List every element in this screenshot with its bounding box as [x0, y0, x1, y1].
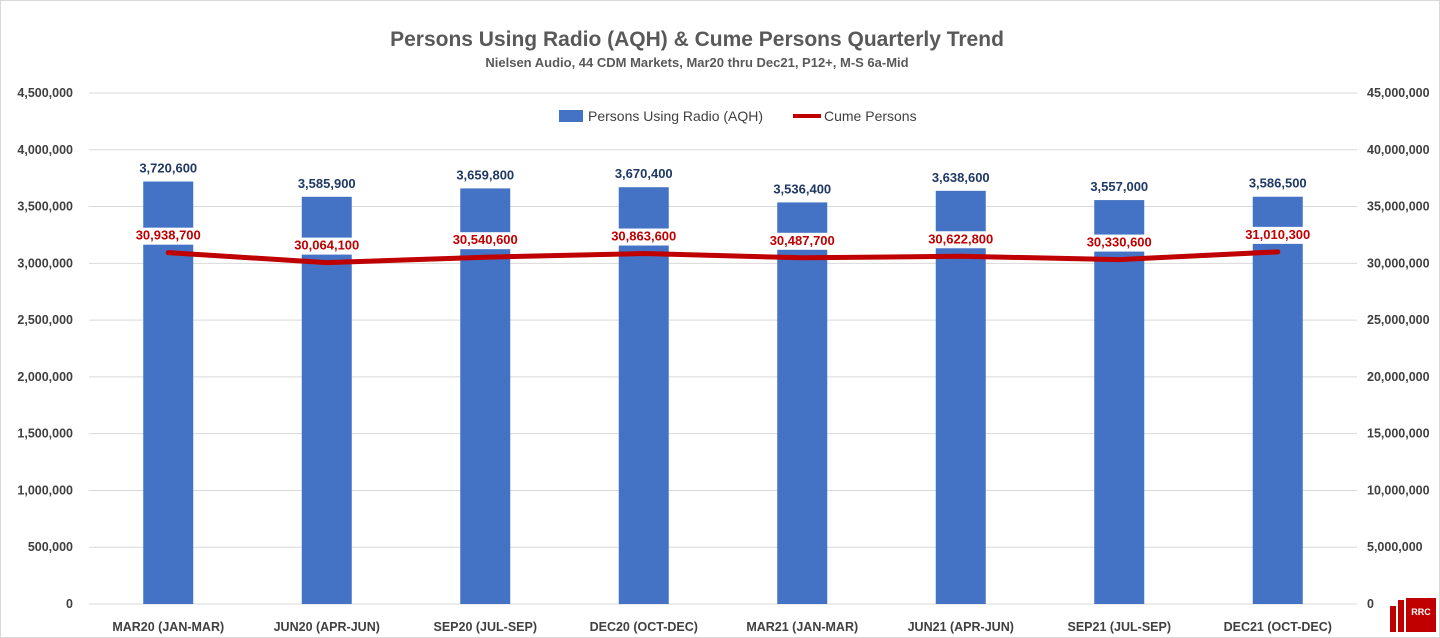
cume-label-background — [602, 228, 685, 246]
legend-label-aqh: Persons Using Radio (AQH) — [588, 108, 763, 124]
aqh-data-label: 3,670,400 — [615, 166, 673, 181]
y-right-tick-label: 20,000,000 — [1367, 370, 1430, 384]
aqh-data-label: 3,557,000 — [1090, 179, 1148, 194]
cume-data-label: 30,938,700 — [136, 228, 201, 243]
line-series — [165, 249, 1281, 266]
y-left-tick-label: 4,000,000 — [17, 143, 73, 157]
y-right-tick-label: 10,000,000 — [1367, 483, 1430, 497]
y-right-tick-label: 45,000,000 — [1367, 86, 1430, 100]
cume-label-background — [127, 227, 210, 245]
cume-label-background — [1236, 226, 1319, 244]
logo-text: RRC — [1411, 607, 1431, 617]
aqh-bar — [460, 188, 511, 605]
cume-label-background — [761, 232, 844, 250]
x-category-label: MAR21 (JAN-MAR) — [746, 620, 858, 634]
x-category-label: SEP20 (JUL-SEP) — [433, 620, 537, 634]
cume-data-label: 30,064,100 — [294, 238, 359, 253]
y-right-tick-label: 35,000,000 — [1367, 200, 1430, 214]
y-right-tick-label: 30,000,000 — [1367, 256, 1430, 270]
cume-data-label: 30,540,600 — [453, 232, 518, 247]
cume-label-background — [1078, 234, 1161, 252]
cume-data-label: 30,863,600 — [611, 229, 676, 244]
x-category-label: DEC21 (OCT-DEC) — [1224, 620, 1332, 634]
x-category-label: JUN20 (APR-JUN) — [274, 620, 380, 634]
aqh-bar — [1094, 200, 1145, 604]
logo-bar-1 — [1390, 606, 1396, 632]
aqh-data-label: 3,638,600 — [932, 170, 990, 185]
aqh-bar — [1252, 196, 1303, 604]
y-left-tick-label: 3,500,000 — [17, 200, 73, 214]
chart-subtitle: Nielsen Audio, 44 CDM Markets, Mar20 thr… — [485, 55, 908, 70]
y-left-tick-label: 3,000,000 — [17, 256, 73, 270]
x-category-label: SEP21 (JUL-SEP) — [1067, 620, 1171, 634]
cume-data-label: 30,487,700 — [770, 233, 835, 248]
cume-label-background — [285, 237, 368, 255]
x-category-label: MAR20 (JAN-MAR) — [112, 620, 224, 634]
data-labels: 3,720,600 3,585,900 3,659,800 3,670,400 3,53… — [127, 161, 1319, 255]
aqh-data-label: 3,585,900 — [298, 176, 356, 191]
cume-data-label: 30,330,600 — [1087, 235, 1152, 250]
rrc-logo: RRC — [1390, 598, 1436, 632]
chart-title: Persons Using Radio (AQH) & Cume Persons… — [390, 28, 1004, 51]
y-right-tick-label: 25,000,000 — [1367, 313, 1430, 327]
legend-swatch-aqh — [559, 110, 583, 122]
y-left-tick-label: 0 — [66, 597, 73, 611]
cume-line — [165, 249, 1281, 266]
cume-data-label: 30,622,800 — [928, 231, 993, 246]
y-left-tick-label: 1,000,000 — [17, 483, 73, 497]
aqh-data-label: 3,659,800 — [456, 167, 514, 182]
aqh-data-label: 3,720,600 — [139, 161, 197, 176]
logo-bar-2 — [1398, 600, 1404, 632]
aqh-bar — [777, 202, 828, 605]
cume-data-label: 31,010,300 — [1245, 227, 1310, 242]
y-left-tick-label: 1,500,000 — [17, 427, 73, 441]
x-category-label: JUN21 (APR-JUN) — [908, 620, 1014, 634]
aqh-bar — [301, 196, 352, 604]
legend-label-cume: Cume Persons — [824, 108, 917, 124]
axes: 0 0 500,000 5,000,000 1,000,000 10,000,000 1,5… — [17, 86, 1429, 634]
aqh-bar — [618, 187, 669, 604]
y-right-tick-label: 15,000,000 — [1367, 427, 1430, 441]
cume-label-background — [919, 231, 1002, 249]
logo-block — [1406, 598, 1436, 632]
y-left-tick-label: 2,000,000 — [17, 370, 73, 384]
y-left-tick-label: 4,500,000 — [17, 86, 73, 100]
y-left-tick-label: 2,500,000 — [17, 313, 73, 327]
aqh-bar — [143, 181, 194, 605]
aqh-data-label: 3,536,400 — [773, 181, 831, 196]
y-right-tick-label: 5,000,000 — [1367, 540, 1423, 554]
legend: Persons Using Radio (AQH) Cume Persons — [559, 108, 917, 124]
y-right-tick-label: 0 — [1367, 597, 1374, 611]
aqh-bar — [935, 190, 986, 604]
cume-label-background — [444, 232, 527, 250]
aqh-data-label: 3,586,500 — [1249, 176, 1307, 191]
y-left-tick-label: 500,000 — [28, 540, 73, 554]
x-category-label: DEC20 (OCT-DEC) — [590, 620, 698, 634]
y-right-tick-label: 40,000,000 — [1367, 143, 1430, 157]
